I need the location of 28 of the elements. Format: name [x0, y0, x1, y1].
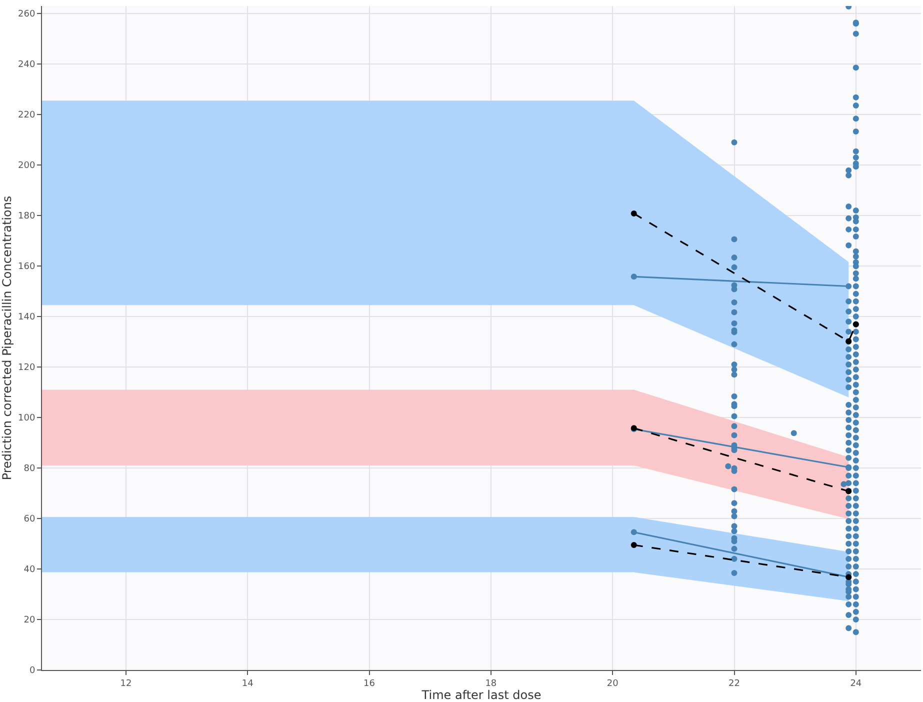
y-tick-label: 140 — [18, 312, 36, 323]
point — [630, 529, 637, 536]
y-tick-label: 120 — [18, 363, 36, 374]
y-axis-title: Prediction corrected Piperacillin Concentrations — [0, 196, 14, 480]
point — [630, 542, 637, 548]
x-tick-label: 12 — [120, 678, 132, 689]
point — [630, 274, 637, 280]
x-tick-label: 24 — [850, 678, 862, 689]
y-tick-label: 80 — [24, 464, 36, 474]
x-tick-label: 14 — [242, 678, 254, 689]
y-tick-label: 260 — [18, 10, 36, 20]
x-tick-label: 20 — [606, 678, 619, 689]
y-tick-label: 160 — [18, 262, 36, 272]
y-tick-label: 200 — [18, 161, 36, 172]
y-tick-label: 20 — [24, 616, 36, 626]
y-tick-label: 40 — [24, 565, 36, 576]
y-tick-label: 60 — [24, 514, 36, 525]
y-tick-label: 100 — [18, 414, 36, 424]
y-tick-label: 220 — [18, 110, 36, 121]
x-tick-label: 22 — [728, 678, 740, 689]
y-tick-label: 240 — [18, 60, 36, 70]
y-tick-label: 180 — [18, 212, 36, 222]
x-tick-label: 16 — [364, 678, 376, 689]
point — [846, 283, 852, 290]
y-tick-label: 0 — [29, 666, 36, 676]
x-tick-label: 18 — [485, 678, 497, 689]
point — [630, 210, 637, 217]
x-axis-title: Time after last dose — [420, 688, 542, 702]
